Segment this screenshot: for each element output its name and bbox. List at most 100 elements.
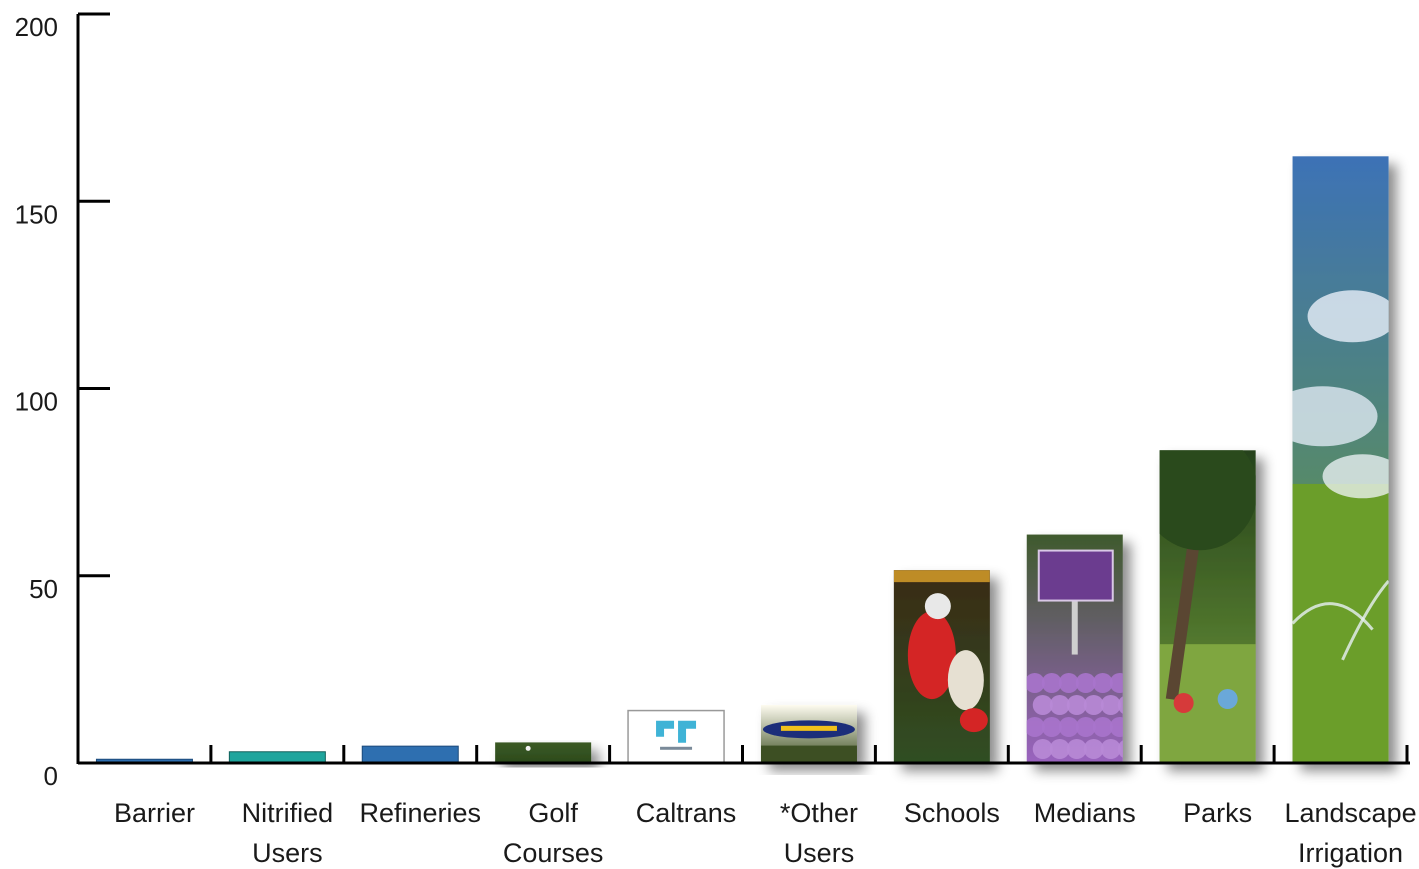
x-tick-label: Golf Courses (503, 798, 604, 868)
bar-3 (361, 745, 459, 764)
golf-grass-photo-icon (525, 745, 531, 751)
bar-6 (760, 704, 857, 763)
field (1292, 483, 1389, 763)
player (947, 650, 984, 711)
stadium-lights (893, 570, 990, 583)
cloud (1307, 290, 1389, 343)
x-tick-label: Landscape Irrigation (1284, 798, 1416, 868)
flower (1083, 695, 1104, 715)
sign-post (1071, 584, 1078, 655)
player (907, 611, 956, 700)
park-tree-children-photo-icon (1159, 450, 1256, 763)
x-tick-label: Barrier (114, 798, 195, 828)
flower (1117, 740, 1123, 758)
bar-5 (627, 709, 725, 764)
x-tick-label: Medians (1034, 798, 1136, 828)
water-spray (1292, 602, 1374, 631)
flower (1032, 695, 1053, 715)
y-tick-labels: 0 50 100 150 200 (15, 12, 58, 791)
x-tick-label: Schools (904, 798, 1000, 828)
y-tick-label: 0 (44, 761, 58, 791)
flower (1026, 673, 1045, 693)
sign (1037, 549, 1114, 602)
y-tick-label: 100 (15, 387, 58, 417)
purple-flowers-sign-photo-icon (1026, 549, 1123, 759)
flower (1117, 696, 1123, 714)
flower (1109, 673, 1123, 693)
bar-rect (495, 742, 592, 763)
ground (760, 745, 857, 763)
flower (1109, 717, 1123, 737)
bars (95, 156, 1389, 764)
axes (76, 12, 1410, 765)
x-tick-label: Refineries (359, 798, 481, 828)
bar-4 (495, 742, 592, 763)
flower (1058, 717, 1079, 737)
x-tick-label-line: Nitrified (242, 798, 334, 828)
flower (1041, 673, 1062, 693)
child (1217, 689, 1238, 709)
x-tick-label-line: Users (784, 838, 855, 868)
x-tick-label-line: Barrier (114, 798, 195, 828)
x-tick-label: Nitrified Users (242, 798, 334, 868)
x-tick-labels: Barrier Nitrified Users Refineries Golf Cours… (114, 798, 1417, 868)
bar-10 (1292, 156, 1389, 763)
flower (1032, 739, 1053, 759)
flower (1041, 717, 1062, 737)
bar-rect (361, 745, 459, 764)
flower (1092, 673, 1113, 693)
x-tick-label-line: Caltrans (636, 798, 737, 828)
flower (1058, 673, 1079, 693)
logo-wordmark (660, 746, 693, 750)
caltrans-logo-icon (656, 720, 697, 750)
tree-trunk (1165, 510, 1205, 701)
helmet (924, 593, 951, 620)
x-tick-label-line: Medians (1034, 798, 1136, 828)
golf-ball (525, 745, 531, 751)
flower (1049, 695, 1070, 715)
bar-7 (893, 570, 990, 763)
y-tick-label: 200 (15, 12, 58, 42)
x-tick-label-line: Irrigation (1298, 838, 1403, 868)
cloud (1322, 454, 1389, 499)
logo-shape (678, 720, 697, 743)
flower (1100, 739, 1121, 759)
bar-rect (228, 751, 326, 764)
flower (1092, 717, 1113, 737)
flower (1075, 717, 1096, 737)
player (959, 708, 988, 733)
y-tick-label: 150 (15, 199, 58, 229)
water-spray (1341, 580, 1389, 661)
x-tick-label-line: Golf (528, 798, 578, 828)
y-tick-label: 50 (29, 574, 58, 604)
bar-8 (1026, 534, 1123, 763)
logo-shape (656, 720, 675, 737)
x-tick-label: Parks (1183, 798, 1252, 828)
flower (1066, 695, 1087, 715)
x-tick-label: Caltrans (636, 798, 737, 828)
bar-rect (627, 709, 725, 764)
blimp-band (780, 725, 837, 731)
flower (1075, 673, 1096, 693)
x-tick-label: *Other Users (780, 798, 858, 868)
x-tick-label-line: Courses (503, 838, 604, 868)
tree-canopy (1159, 450, 1256, 551)
x-tick-label-line: Landscape (1284, 798, 1416, 828)
child (1173, 693, 1194, 713)
bar-9 (1159, 450, 1256, 763)
x-tick-label-line: *Other (780, 798, 858, 828)
x-tick-label-line: Refineries (359, 798, 481, 828)
x-tick-label-line: Parks (1183, 798, 1252, 828)
cloud (1292, 386, 1378, 447)
x-tick-label-line: Users (252, 838, 323, 868)
sprinkler-sky-field-photo-icon (1292, 290, 1389, 763)
bar-2 (228, 751, 326, 764)
flower (1049, 739, 1070, 759)
flower (1083, 739, 1104, 759)
flower (1100, 695, 1121, 715)
flower (1066, 739, 1087, 759)
flower (1026, 717, 1045, 737)
football-players-photo-icon (893, 570, 990, 733)
x-tick-label-line: Schools (904, 798, 1000, 828)
